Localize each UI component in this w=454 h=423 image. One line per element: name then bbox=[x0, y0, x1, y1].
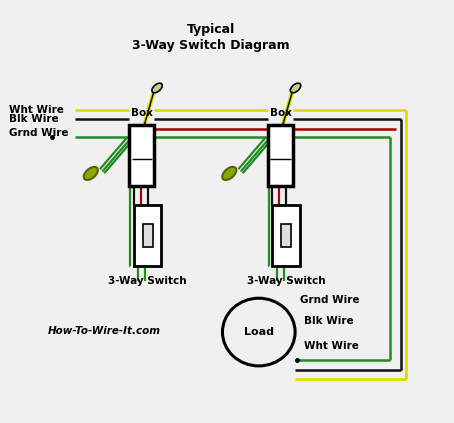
Text: 3-Way Switch: 3-Way Switch bbox=[247, 276, 326, 286]
Ellipse shape bbox=[84, 167, 98, 180]
Bar bbox=[143, 224, 153, 247]
Text: 3-Way Switch: 3-Way Switch bbox=[108, 276, 187, 286]
Circle shape bbox=[222, 298, 295, 366]
Text: Blk Wire: Blk Wire bbox=[9, 114, 59, 124]
Text: Grnd Wire: Grnd Wire bbox=[300, 295, 359, 305]
Text: Wht Wire: Wht Wire bbox=[304, 341, 359, 351]
Ellipse shape bbox=[152, 83, 162, 93]
Text: Box: Box bbox=[131, 108, 153, 118]
Text: 3-Way Switch Diagram: 3-Way Switch Diagram bbox=[132, 39, 290, 52]
Text: Typical: Typical bbox=[187, 23, 235, 36]
Bar bbox=[281, 224, 291, 247]
Text: Grnd Wire: Grnd Wire bbox=[9, 128, 69, 138]
Text: Box: Box bbox=[270, 108, 291, 118]
Bar bbox=[129, 125, 154, 186]
Text: Wht Wire: Wht Wire bbox=[9, 105, 64, 115]
Bar bbox=[272, 205, 300, 266]
Text: How-To-Wire-It.com: How-To-Wire-It.com bbox=[48, 326, 161, 336]
Ellipse shape bbox=[291, 83, 301, 93]
Bar bbox=[134, 205, 161, 266]
Text: Blk Wire: Blk Wire bbox=[304, 316, 354, 327]
Ellipse shape bbox=[222, 167, 237, 180]
Bar bbox=[268, 125, 293, 186]
Text: Load: Load bbox=[244, 327, 274, 337]
